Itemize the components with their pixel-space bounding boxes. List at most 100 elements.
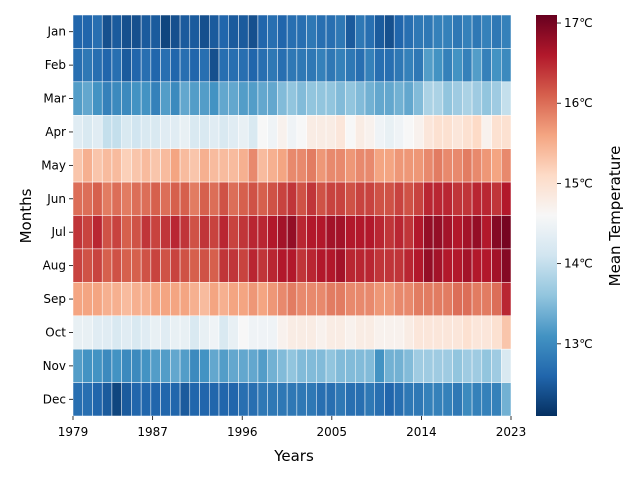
heatmap-cell	[335, 181, 346, 216]
heatmap-cell	[209, 148, 220, 183]
heatmap-cell	[374, 348, 385, 383]
heatmap-cell	[481, 248, 492, 283]
heatmap-cell	[92, 215, 103, 250]
heatmap-cell	[131, 81, 142, 116]
heatmap-cell	[170, 215, 181, 250]
heatmap-cell	[267, 148, 278, 183]
heatmap-cell	[364, 181, 375, 216]
heatmap-cell	[491, 14, 502, 49]
heatmap-cell	[374, 14, 385, 49]
heatmap-cell	[432, 348, 444, 383]
heatmap-cell	[471, 382, 483, 417]
heatmap-cell	[82, 14, 93, 49]
heatmap-cell	[150, 248, 161, 283]
heatmap-cell	[413, 315, 424, 350]
heatmap-cell	[82, 248, 93, 283]
heatmap-cell	[325, 382, 337, 417]
heatmap-cell	[452, 315, 463, 350]
heatmap-cell	[286, 148, 298, 183]
heatmap-cell	[92, 315, 103, 350]
heatmap-cell	[335, 115, 346, 149]
heatmap-cell	[101, 148, 113, 183]
heatmap-cell	[403, 282, 414, 317]
heatmap-cell	[247, 215, 259, 250]
heatmap-cell	[277, 282, 288, 317]
heatmap-cell	[267, 14, 278, 49]
heatmap-cell	[82, 315, 93, 350]
heatmap-cell	[316, 382, 327, 417]
heatmap-cell	[209, 81, 220, 116]
heatmap-cell	[403, 215, 414, 250]
heatmap-cell	[355, 14, 366, 49]
heatmap-cell	[355, 315, 366, 350]
heatmap-cell	[452, 81, 463, 116]
heatmap-cell	[481, 14, 492, 49]
heatmap-cell	[92, 14, 103, 49]
heatmap-cell	[218, 148, 229, 183]
colorbar-tick-label: 13℃	[564, 337, 593, 351]
heatmap-cell	[257, 215, 268, 250]
heatmap-cell	[374, 215, 385, 250]
heatmap-cell	[170, 81, 181, 116]
heatmap-cell	[296, 315, 307, 350]
heatmap-cell	[374, 81, 385, 116]
heatmap-cell	[218, 181, 229, 216]
x-axis-ticks: 1979 1987 1996 2005 2014 2023	[58, 416, 526, 439]
heatmap-cell	[364, 115, 375, 149]
heatmap-cell	[82, 115, 93, 149]
heatmap-cell	[452, 248, 463, 283]
heatmap-cell	[131, 115, 142, 149]
heatmap-cell	[189, 248, 200, 283]
colorbar	[536, 15, 557, 416]
heatmap-cell	[296, 148, 307, 183]
heatmap-cell	[442, 215, 453, 250]
heatmap-cell	[267, 248, 278, 283]
heatmap-cell	[267, 181, 278, 216]
heatmap-cell	[481, 382, 492, 417]
heatmap-cell	[423, 14, 434, 49]
heatmap-cell	[501, 248, 512, 283]
heatmap-cell	[170, 248, 181, 283]
y-tick-label: May	[41, 158, 66, 172]
heatmap-cell	[432, 248, 444, 283]
heatmap-cell	[384, 14, 395, 49]
heatmap-cell	[72, 348, 83, 383]
heatmap-cell	[121, 282, 132, 317]
heatmap-cell	[384, 148, 395, 183]
heatmap-cell	[491, 181, 502, 216]
heatmap-cell	[92, 348, 103, 383]
x-tick-label: 2014	[406, 425, 437, 439]
heatmap-cell	[481, 115, 492, 149]
heatmap-cell	[247, 348, 259, 383]
heatmap-cell	[267, 348, 278, 383]
heatmap-cell	[267, 315, 278, 350]
heatmap-cell	[335, 48, 346, 83]
heatmap-cell	[296, 14, 307, 49]
heatmap-cell	[335, 14, 346, 49]
heatmap-cell	[111, 14, 122, 49]
heatmap-cell	[209, 282, 220, 317]
heatmap-cell	[325, 81, 337, 116]
heatmap-cell	[160, 348, 171, 383]
heatmap-cell	[296, 181, 307, 216]
heatmap-cell	[452, 282, 463, 317]
heatmap-cell	[189, 348, 200, 383]
heatmap-cell	[189, 315, 200, 350]
heatmap-cell	[501, 315, 512, 350]
heatmap-cell	[277, 382, 288, 417]
heatmap-cell	[179, 14, 191, 49]
heatmap-cell	[491, 81, 502, 116]
heatmap-cell	[306, 148, 317, 183]
heatmap-cell	[179, 181, 191, 216]
heatmap-cell	[481, 181, 492, 216]
heatmap-cell	[228, 14, 239, 49]
heatmap-cell	[471, 14, 483, 49]
heatmap-cell	[471, 248, 483, 283]
y-tick-label: Nov	[43, 359, 66, 373]
heatmap-cell	[218, 282, 229, 317]
heatmap-cell	[432, 282, 444, 317]
heatmap-cell	[160, 181, 171, 216]
y-tick-label: Sep	[43, 292, 66, 306]
heatmap-cell	[150, 48, 161, 83]
heatmap-cell	[393, 14, 405, 49]
